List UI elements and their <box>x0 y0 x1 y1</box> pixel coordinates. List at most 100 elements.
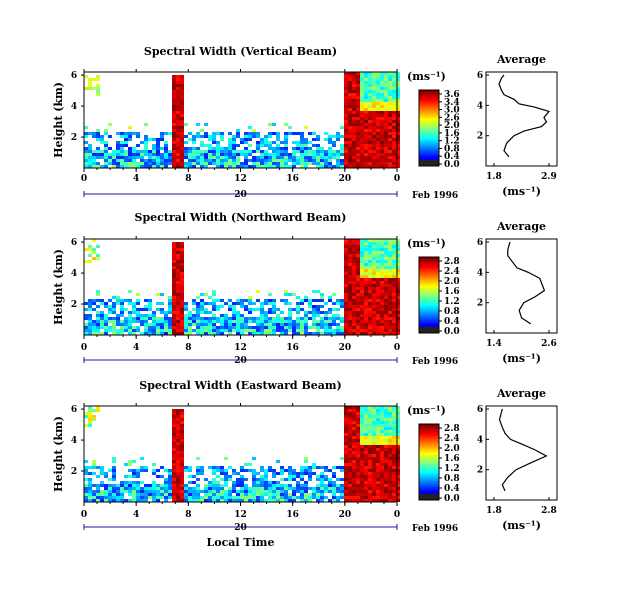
colorbar-bottom-band <box>419 494 439 500</box>
x-tick-label: 12 <box>234 510 247 520</box>
average-unit: (ms⁻¹) <box>502 519 541 532</box>
colorbar-tick-label: 1.6 <box>444 287 460 297</box>
y-axis-label: Height (km) <box>52 82 65 158</box>
x-tick-label: 12 <box>234 174 247 184</box>
heatmap-field <box>84 239 400 335</box>
x-tick-label: 0 <box>394 343 400 353</box>
average-unit: (ms⁻¹) <box>502 185 541 198</box>
x-tick-label: 4 <box>133 343 139 353</box>
colorbar-tick-label: 2.0 <box>444 121 460 131</box>
colorbar-tick-label: 1.6 <box>444 454 460 464</box>
x-tick-label: 0 <box>394 174 400 184</box>
panel-title: Spectral Width (Eastward Beam) <box>139 379 341 392</box>
avg-x-tick-label: 2.8 <box>541 506 557 516</box>
heatmap-field <box>84 72 400 168</box>
colorbar-tick-label: 2.6 <box>444 113 460 123</box>
date-label: 20 <box>234 356 247 366</box>
y-tick-label: 6 <box>71 405 77 415</box>
colorbar-bottom-band <box>419 327 439 333</box>
colorbar-unit: (ms⁻¹) <box>407 237 446 250</box>
colorbar-tick-label: 0.4 <box>444 317 460 327</box>
y-tick-label: 4 <box>71 436 77 446</box>
x-tick-label: 0 <box>81 343 87 353</box>
colorbar-bottom-band <box>419 160 439 166</box>
date-suffix: Feb 1996 <box>412 191 458 201</box>
date-suffix: Feb 1996 <box>412 524 458 534</box>
colorbar-tick-label: 2.0 <box>444 444 460 454</box>
colorbar-tick-label: 0.0 <box>444 327 460 337</box>
x-tick-label: 8 <box>185 174 191 184</box>
heatmap-field <box>84 406 400 502</box>
x-tick-label: 20 <box>339 510 352 520</box>
average-unit: (ms⁻¹) <box>502 352 541 365</box>
colorbar-tick-label: 0.4 <box>444 152 460 162</box>
x-tick-label: 20 <box>339 343 352 353</box>
colorbar-tick-label: 1.6 <box>444 129 460 139</box>
colorbar-unit: (ms⁻¹) <box>407 404 446 417</box>
colorbar-tick-label: 2.4 <box>444 434 460 444</box>
colorbar-tick-label: 0.8 <box>444 144 460 154</box>
x-tick-label: 4 <box>133 510 139 520</box>
avg-y-tick-label: 6 <box>477 71 483 81</box>
colorbar-tick-label: 2.4 <box>444 267 460 277</box>
average-profile-line <box>498 408 548 492</box>
colorbar-tick-label: 0.0 <box>444 494 460 504</box>
date-suffix: Feb 1996 <box>412 357 458 367</box>
y-tick-label: 6 <box>71 71 77 81</box>
colorbar-tick-label: 1.2 <box>444 137 460 147</box>
x-tick-label: 0 <box>394 510 400 520</box>
panel-1: Spectral Width (Vertical Beam) 2 4 6 Height … <box>52 45 558 201</box>
y-axis-label: Height (km) <box>52 416 65 492</box>
colorbar: 2.82.42.01.61.20.80.40.0 <box>418 423 460 504</box>
average-title: Average <box>496 53 546 66</box>
avg-x-tick-label: 2.6 <box>541 339 557 349</box>
average-profile-line <box>507 241 546 325</box>
colorbar: 3.63.43.02.62.01.61.20.80.40.0 <box>418 89 460 170</box>
colorbar-unit: (ms⁻¹) <box>407 70 446 83</box>
colorbar-tick-label: 3.4 <box>444 98 460 108</box>
avg-x-tick-label: 1.4 <box>486 339 502 349</box>
x-tick-label: 20 <box>339 174 352 184</box>
avg-y-tick-label: 6 <box>477 238 483 248</box>
x-tick-label: 8 <box>185 343 191 353</box>
x-tick-label: 0 <box>81 174 87 184</box>
avg-x-tick-label: 2.9 <box>541 172 557 182</box>
colorbar-tick-label: 0.4 <box>444 484 460 494</box>
average-panel: Average 2 4 6 1.8 2.8(ms⁻¹) <box>477 387 558 532</box>
x-tick-label: 0 <box>81 510 87 520</box>
y-tick-label: 4 <box>71 269 77 279</box>
y-tick-label: 2 <box>71 300 77 310</box>
avg-x-tick-label: 1.8 <box>486 172 502 182</box>
x-axis-label: Local Time <box>207 536 275 549</box>
x-tick-label: 16 <box>286 174 299 184</box>
colorbar-tick-label: 0.8 <box>444 474 460 484</box>
average-frame <box>485 238 558 334</box>
colorbar-frame <box>418 256 440 334</box>
colorbar-tick-label: 3.0 <box>444 106 460 116</box>
colorbar-tick-label: 1.2 <box>444 297 460 307</box>
colorbar-tick-label: 0.8 <box>444 307 460 317</box>
average-frame <box>485 405 558 501</box>
avg-y-tick-label: 4 <box>477 435 483 445</box>
avg-x-tick-label: 1.8 <box>486 506 502 516</box>
colorbar-frame <box>418 423 440 501</box>
y-tick-label: 4 <box>71 102 77 112</box>
average-frame <box>485 71 558 167</box>
colorbar-tick-label: 2.0 <box>444 277 460 287</box>
date-label: 20 <box>234 190 247 200</box>
colorbar-frame <box>418 89 440 167</box>
panel-title: Spectral Width (Northward Beam) <box>135 211 347 224</box>
colorbar-tick-label: 2.8 <box>444 424 460 434</box>
colorbar-tick-label: 2.8 <box>444 257 460 267</box>
average-panel: Average 2 4 6 1.4 2.6(ms⁻¹) <box>477 220 558 365</box>
x-tick-label: 16 <box>286 343 299 353</box>
panel-3: Spectral Width (Eastward Beam) 2 4 6 Height … <box>52 379 558 549</box>
avg-y-tick-label: 6 <box>477 405 483 415</box>
avg-y-tick-label: 4 <box>477 101 483 111</box>
panel-2: Spectral Width (Northward Beam) 2 4 6 Height… <box>52 211 558 367</box>
date-label: 20 <box>234 523 247 533</box>
y-axis-label: Height (km) <box>52 249 65 325</box>
colorbar-tick-label: 0.0 <box>444 160 460 170</box>
average-panel: Average 2 4 6 1.8 2.9(ms⁻¹) <box>477 53 558 198</box>
